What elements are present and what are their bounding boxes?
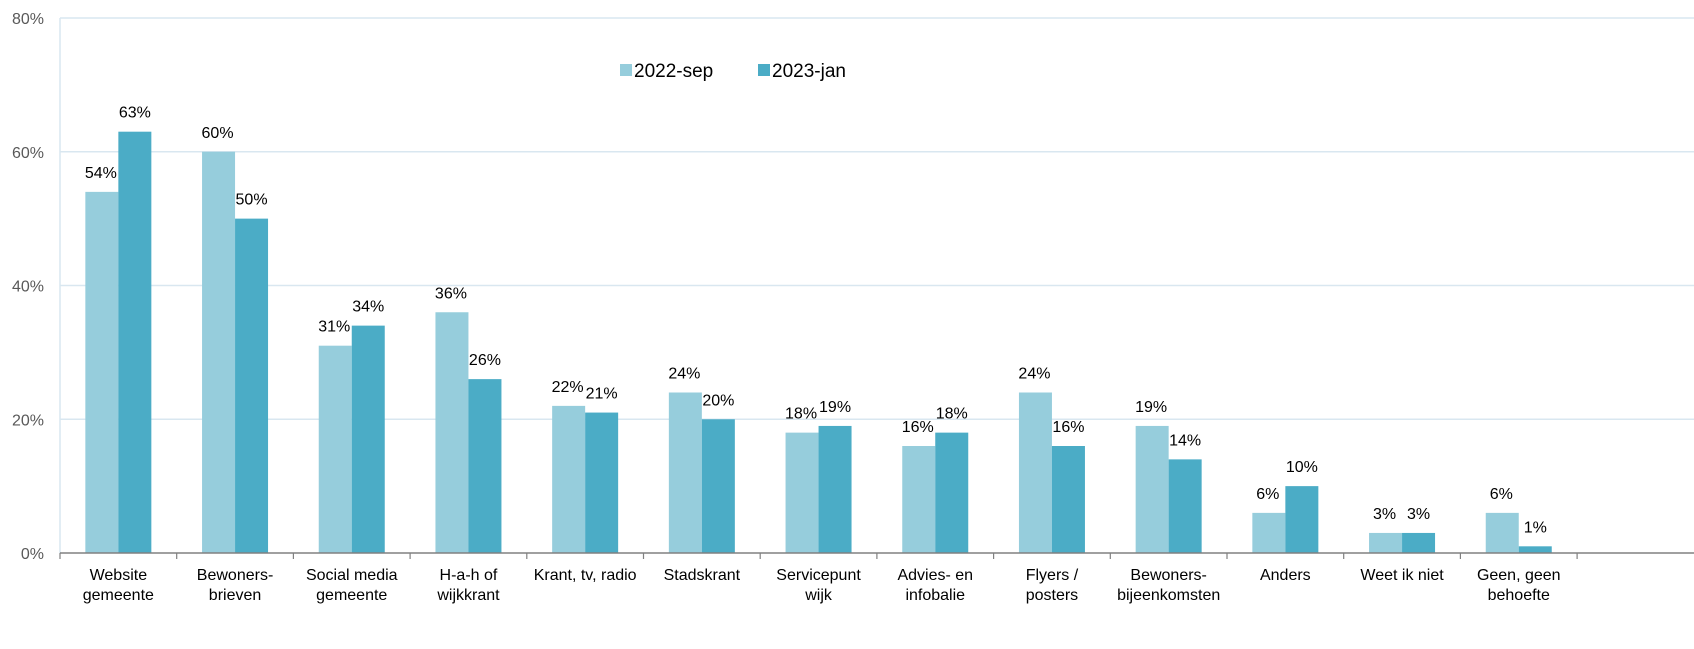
bar-2023-jan [701,419,735,553]
bar-2022-sep [85,191,119,553]
bar-2022-sep [202,151,236,553]
data-label: 6% [1256,486,1279,503]
data-label: 36% [435,285,467,302]
y-tick-label: 20% [12,412,44,429]
x-tick-label: wijk [804,587,833,604]
data-label: 3% [1373,506,1396,523]
bar-2023-jan [585,412,619,553]
data-label: 18% [936,406,968,423]
x-tick-label: gemeente [316,587,387,604]
x-tick-label: Krant, tv, radio [534,567,637,584]
data-label: 3% [1407,506,1430,523]
legend-swatch [758,64,770,76]
bar-2022-sep [1485,512,1519,553]
x-tick-label: gemeente [83,587,154,604]
x-tick-label: Advies- en [897,567,973,584]
bar-2023-jan [468,379,502,553]
y-tick-label: 80% [12,11,44,28]
data-label: 14% [1169,432,1201,449]
bar-2022-sep [552,405,586,553]
x-tick-label: Geen, geen [1477,567,1561,584]
data-label: 16% [902,419,934,436]
data-label: 50% [236,192,268,209]
data-label: 19% [819,399,851,416]
x-tick-label: infobalie [905,587,965,604]
data-label: 24% [1018,366,1050,383]
bar-2023-jan [1051,446,1085,553]
x-tick-label: Anders [1260,567,1311,584]
data-label: 20% [702,392,734,409]
x-tick-label: Website [90,567,148,584]
data-label: 31% [318,319,350,336]
x-tick-label: H-a-h of [440,567,498,584]
y-tick-label: 60% [12,145,44,162]
y-tick-label: 0% [21,546,44,563]
x-tick-label: Stadskrant [664,567,741,584]
x-tick-label: Bewoners- [197,567,273,584]
x-tick-label: Bewoners- [1130,567,1206,584]
x-tick-label: behoefte [1488,587,1550,604]
bar-2023-jan [1518,546,1552,553]
data-label: 24% [668,366,700,383]
data-label: 1% [1524,519,1547,536]
x-tick-label: Flyers / [1026,567,1079,584]
bar-2023-jan [351,325,385,553]
bar-2022-sep [1018,392,1052,553]
bar-2022-sep [1252,512,1286,553]
bar-2023-jan [235,218,269,553]
legend-swatch [620,64,632,76]
data-label: 54% [85,165,117,182]
x-tick-label: bijeenkomsten [1117,587,1220,604]
legend-label: 2023-jan [772,61,846,82]
x-tick-label: wijkkrant [436,587,500,604]
bar-2022-sep [1135,425,1169,553]
data-label: 18% [785,406,817,423]
legend-label: 2022-sep [634,61,713,82]
bar-2022-sep [785,432,819,553]
x-tick-label: posters [1026,587,1078,604]
x-tick-label: brieven [209,587,261,604]
data-label: 26% [469,352,501,369]
bar-2022-sep [902,446,936,553]
bar-2023-jan [935,432,969,553]
x-tick-label: Social media [306,567,398,584]
bar-2023-jan [118,131,152,553]
data-label: 22% [552,379,584,396]
y-tick-label: 40% [12,279,44,296]
bar-2023-jan [1402,532,1436,553]
data-label: 34% [352,299,384,316]
x-tick-label: Servicepunt [776,567,861,584]
bar-2022-sep [318,345,352,553]
data-label: 21% [586,386,618,403]
bar-2022-sep [668,392,702,553]
data-label: 63% [119,105,151,122]
data-label: 16% [1052,419,1084,436]
data-label: 19% [1135,399,1167,416]
bar-2023-jan [818,425,852,553]
bar-2023-jan [1285,486,1319,553]
data-label: 60% [202,125,234,142]
bar-2022-sep [435,312,469,553]
data-label: 10% [1286,459,1318,476]
data-label: 6% [1490,486,1513,503]
bar-2022-sep [1369,532,1403,553]
x-tick-label: Weet ik niet [1360,567,1444,584]
bar-2023-jan [1168,459,1202,553]
